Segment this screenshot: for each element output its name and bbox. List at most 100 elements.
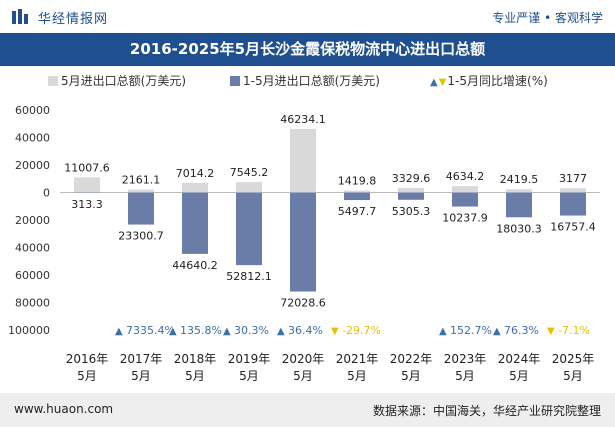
chart-title: 2016-2025年5月长沙金霞保税物流中心进出口总额 [129, 40, 486, 58]
chart-plot: 60000 40000 20000 0 20000 40000 60000 80000 1000… [8, 104, 600, 383]
x-tick-label-month: 5月 [131, 369, 151, 383]
data-label-may: 1419.8 [338, 175, 377, 188]
legend-label-may: 5月进出口总额(万美元) [61, 74, 186, 88]
data-label-may: 7545.2 [230, 166, 269, 179]
growth-down-icon: ▼ [331, 326, 339, 337]
data-label-cumulative: 44640.2 [172, 259, 218, 272]
bar-may [398, 187, 424, 193]
y-tick-label: 20000 [15, 159, 50, 172]
data-label-may: 3177 [559, 172, 587, 185]
data-label-may: 2419.5 [500, 173, 539, 186]
data-label-cumulative: 72028.6 [280, 297, 326, 310]
legend-down-triangle-icon: ▼ [438, 77, 447, 88]
growth-up-icon: ▲ [115, 326, 123, 337]
growth-up-icon: ▲ [493, 326, 501, 337]
data-label-cumulative: 16757.4 [550, 221, 596, 234]
x-tick-label-year: 2021年 [336, 352, 379, 366]
bar-may [128, 189, 154, 193]
x-tick-label-year: 2018年 [174, 352, 217, 366]
data-label-may: 2161.1 [122, 174, 161, 187]
y-tick-label: 100000 [8, 324, 50, 337]
x-tick-label-month: 5月 [185, 369, 205, 383]
bar-cumulative [236, 192, 262, 266]
bar-cumulative [398, 192, 424, 200]
x-tick-label-month: 5月 [293, 369, 313, 383]
bar-cumulative [506, 192, 532, 218]
bar-may [506, 189, 532, 193]
brand-name: 华经情报网 [38, 12, 109, 27]
chart-legend: 5月进出口总额(万美元) 1-5月进出口总额(万美元) ▲▼1-5月同比增速(%… [0, 72, 615, 92]
data-label-may: 3329.6 [392, 172, 431, 185]
x-tick-label-year: 2016年 [66, 352, 109, 366]
y-tick-label: 40000 [15, 132, 50, 145]
legend-swatch-cumulative [230, 76, 240, 86]
bar-may [236, 182, 262, 193]
y-tick-label: 20000 [15, 214, 50, 227]
data-label-may: 4634.2 [446, 170, 485, 183]
growth-label: 135.8% [180, 324, 222, 337]
data-label-cumulative: 18030.3 [496, 222, 542, 235]
bar-cumulative [452, 192, 478, 207]
x-tick-label-year: 2024年 [498, 352, 541, 366]
legend-label-cumulative: 1-5月进出口总额(万美元) [243, 74, 380, 88]
x-tick-label-month: 5月 [563, 369, 583, 383]
legend-item-cumulative: 1-5月进出口总额(万美元) [230, 72, 380, 89]
growth-up-icon: ▲ [277, 326, 285, 337]
growth-label: 152.7% [450, 324, 492, 337]
x-tick-label-month: 5月 [509, 369, 529, 383]
top-bar: 华经情报网 专业严谨 • 客观科学 [0, 0, 615, 34]
data-label-cumulative: 52812.1 [226, 270, 272, 283]
data-label-cumulative: 23300.7 [118, 230, 164, 243]
growth-label: -7.1% [558, 324, 590, 337]
x-tick-label-month: 5月 [401, 369, 421, 383]
data-label-may: 46234.1 [280, 113, 326, 126]
growth-up-icon: ▲ [169, 326, 177, 337]
y-tick-label: 0 [43, 187, 50, 200]
title-bar: 2016-2025年5月长沙金霞保税物流中心进出口总额 [0, 33, 615, 66]
growth-label: 36.4% [288, 324, 323, 337]
growth-down-icon: ▼ [547, 326, 555, 337]
bar-cumulative [290, 192, 316, 292]
x-tick-label-month: 5月 [77, 369, 97, 383]
growth-label: 30.3% [234, 324, 269, 337]
y-tick-label: 40000 [15, 242, 50, 255]
x-tick-label-year: 2023年 [444, 352, 487, 366]
bar-cumulative [560, 192, 586, 216]
x-tick-label-year: 2025年 [552, 352, 595, 366]
bar-may [560, 188, 586, 193]
bar-may [290, 128, 316, 193]
bar-may [74, 177, 100, 193]
growth-label: 7335.4% [126, 324, 175, 337]
growth-up-icon: ▲ [223, 326, 231, 337]
x-tick-label-year: 2019年 [228, 352, 271, 366]
legend-label-growth: 1-5月同比增速(%) [447, 74, 548, 88]
data-label-cumulative: 313.3 [71, 198, 103, 211]
bar-may [452, 186, 478, 193]
x-tick-label-year: 2020年 [282, 352, 325, 366]
brand-tagline: 专业严谨 • 客观科学 [492, 11, 603, 25]
footer: www.huaon.com 数据来源：中国海关，华经产业研究院整理 [0, 393, 615, 427]
x-tick-label-year: 2022年 [390, 352, 433, 366]
data-label-cumulative: 5305.3 [392, 205, 431, 218]
data-label-may: 7014.2 [176, 167, 215, 180]
data-label-may: 11007.6 [64, 161, 110, 174]
legend-up-triangle-icon: ▲ [430, 77, 438, 88]
x-tick-label-month: 5月 [455, 369, 475, 383]
bar-cumulative [128, 192, 154, 225]
legend-item-may: 5月进出口总额(万美元) [48, 72, 186, 89]
y-tick-label: 60000 [15, 104, 50, 117]
footer-url: www.huaon.com [14, 402, 114, 416]
growth-label: -29.7% [342, 324, 381, 337]
data-label-cumulative: 5497.7 [338, 205, 377, 218]
y-tick-label: 80000 [15, 297, 50, 310]
x-tick-label-year: 2017年 [120, 352, 163, 366]
bar-may [344, 190, 370, 193]
y-tick-label: 60000 [15, 269, 50, 282]
x-tick-label-month: 5月 [239, 369, 259, 383]
legend-item-growth: ▲▼1-5月同比增速(%) [430, 72, 548, 89]
growth-label: 76.3% [504, 324, 539, 337]
brand-logo-icon [12, 9, 28, 24]
growth-up-icon: ▲ [439, 326, 447, 337]
footer-source: 数据来源：中国海关，华经产业研究院整理 [372, 404, 601, 418]
